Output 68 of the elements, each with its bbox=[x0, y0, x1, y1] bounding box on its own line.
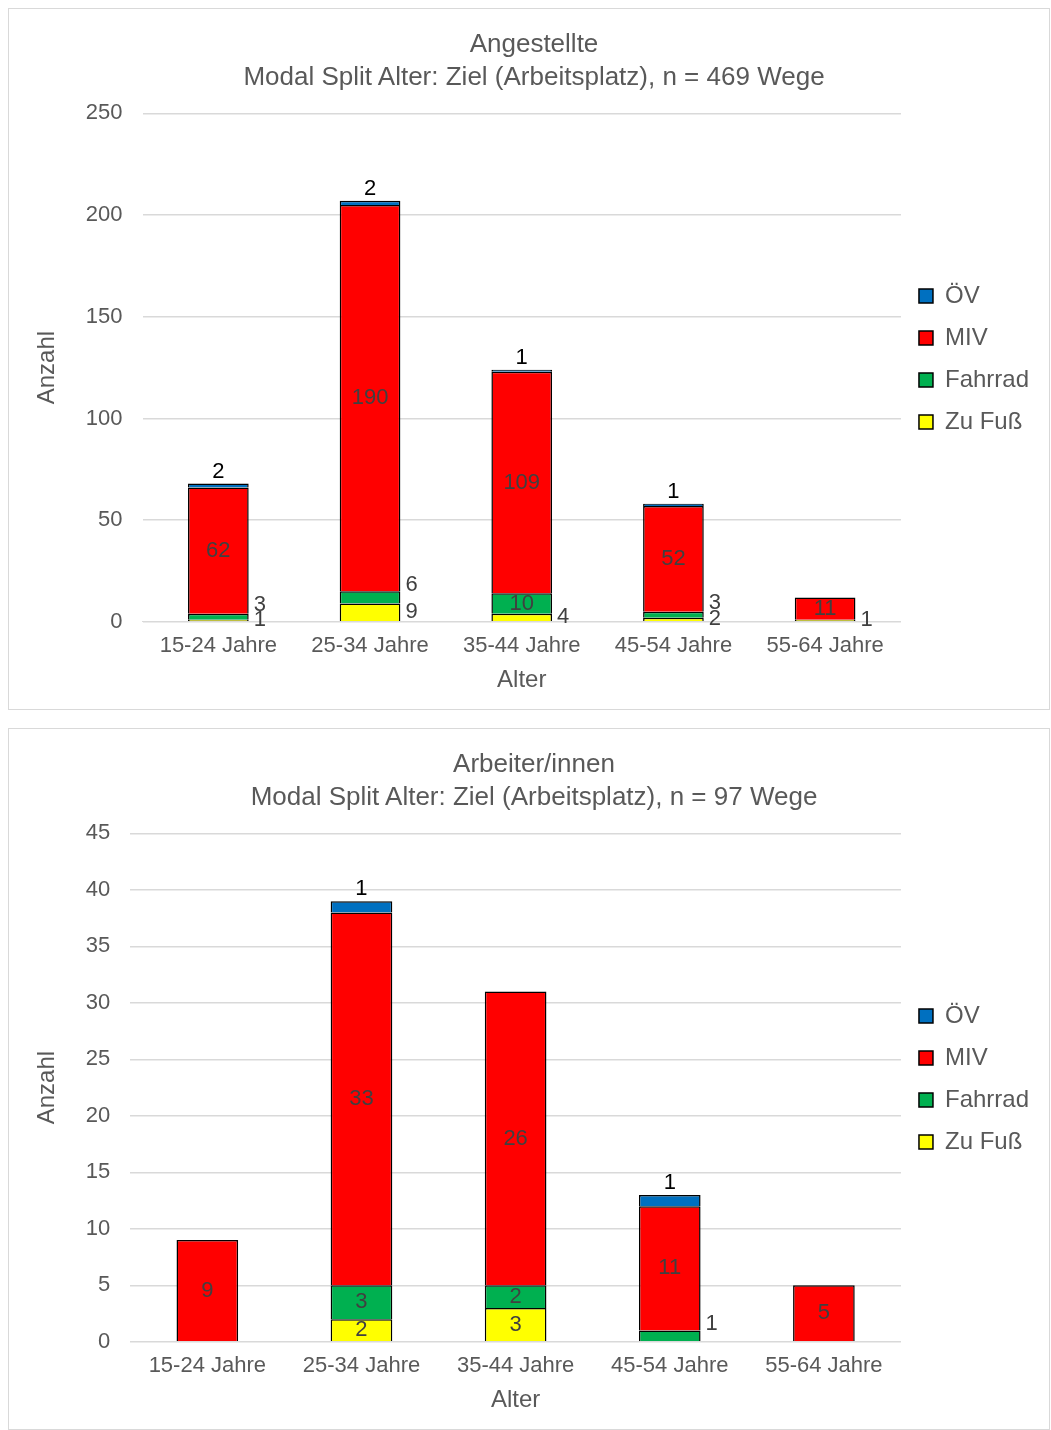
x-tick-label: 25-34 Jahre bbox=[311, 632, 429, 658]
data-label: 9 bbox=[405, 598, 418, 624]
y-tick-label: 30 bbox=[85, 988, 111, 1014]
data-label: 1 bbox=[705, 1309, 718, 1335]
data-label: 1 bbox=[355, 875, 368, 901]
y-axis-title: Anzahl bbox=[32, 1050, 60, 1125]
data-label: 3 bbox=[509, 1310, 522, 1336]
y-tick-label: 0 bbox=[98, 1327, 111, 1353]
y-tick-label: 45 bbox=[85, 819, 111, 845]
x-tick-label: 15-24 Jahre bbox=[159, 632, 278, 658]
data-label: 1 bbox=[663, 1168, 676, 1194]
y-tick-label: 20 bbox=[85, 1101, 111, 1127]
data-label: 11 bbox=[813, 594, 837, 620]
y-axis-title: Anzahl bbox=[32, 330, 60, 405]
data-label: 62 bbox=[206, 536, 231, 562]
y-tick-label: 0 bbox=[110, 607, 123, 633]
legend-label: MIV bbox=[944, 322, 988, 350]
chart-subtitle: Modal Split Alter: Ziel (Arbeitsplatz), n = 97 Wege bbox=[250, 780, 818, 811]
x-tick-label: 45-54 Jahre bbox=[611, 1352, 729, 1378]
legend-label: Zu Fuß bbox=[944, 406, 1023, 434]
data-label: 2 bbox=[363, 174, 377, 200]
data-label: 1 bbox=[860, 606, 873, 632]
data-label: 2 bbox=[212, 457, 225, 483]
x-axis-title: Alter bbox=[497, 665, 547, 693]
data-label: 1 bbox=[515, 343, 528, 369]
data-label: 109 bbox=[503, 468, 541, 494]
data-label: 1 bbox=[667, 477, 680, 503]
y-tick-label: 10 bbox=[85, 1214, 111, 1240]
x-tick-label: 35-44 Jahre bbox=[456, 1352, 575, 1378]
legend-label: Fahrrad bbox=[944, 364, 1030, 392]
legend-label: Zu Fuß bbox=[944, 1126, 1023, 1154]
y-tick-label: 150 bbox=[85, 302, 123, 328]
data-label: 33 bbox=[349, 1084, 374, 1110]
y-tick-label: 200 bbox=[85, 201, 123, 227]
y-tick-label: 50 bbox=[98, 506, 123, 532]
y-tick-label: 40 bbox=[85, 875, 111, 901]
x-tick-label: 55-64 Jahre bbox=[766, 632, 884, 658]
chart-title: Angestellte bbox=[469, 27, 599, 58]
x-axis-title: Alter bbox=[490, 1385, 541, 1413]
y-tick-label: 5 bbox=[98, 1271, 111, 1297]
y-tick-label: 25 bbox=[85, 1045, 111, 1071]
legend-label: MIV bbox=[944, 1042, 988, 1070]
legend-label: Fahrrad bbox=[944, 1084, 1030, 1112]
y-tick-label: 35 bbox=[85, 932, 111, 958]
data-label: 2 bbox=[355, 1316, 368, 1342]
x-tick-label: 35-44 Jahre bbox=[463, 632, 581, 658]
y-tick-label: 100 bbox=[85, 404, 123, 430]
data-label: 11 bbox=[658, 1254, 682, 1280]
legend-label: ÖV bbox=[944, 280, 980, 308]
data-label: 6 bbox=[405, 571, 418, 597]
data-label: 3 bbox=[355, 1288, 368, 1314]
data-label: 2 bbox=[509, 1282, 522, 1308]
data-label: 5 bbox=[817, 1299, 831, 1325]
y-tick-label: 15 bbox=[85, 1158, 111, 1184]
data-label: 26 bbox=[503, 1124, 528, 1150]
x-tick-label: 15-24 Jahre bbox=[148, 1352, 267, 1378]
x-tick-label: 45-54 Jahre bbox=[614, 632, 733, 658]
data-label: 4 bbox=[557, 603, 570, 629]
x-tick-label: 25-34 Jahre bbox=[302, 1352, 421, 1378]
chart-subtitle: Modal Split Alter: Ziel (Arbeitsplatz), n = 469 Wege bbox=[243, 60, 825, 91]
data-label: 52 bbox=[661, 544, 686, 570]
legend-label: ÖV bbox=[944, 1000, 980, 1028]
data-label: 190 bbox=[351, 384, 389, 410]
chart-title: Arbeiter/innen bbox=[453, 747, 615, 778]
x-tick-label: 55-64 Jahre bbox=[765, 1352, 883, 1378]
data-label: 9 bbox=[201, 1276, 214, 1302]
data-label: 10 bbox=[509, 589, 534, 615]
y-tick-label: 250 bbox=[85, 99, 123, 125]
